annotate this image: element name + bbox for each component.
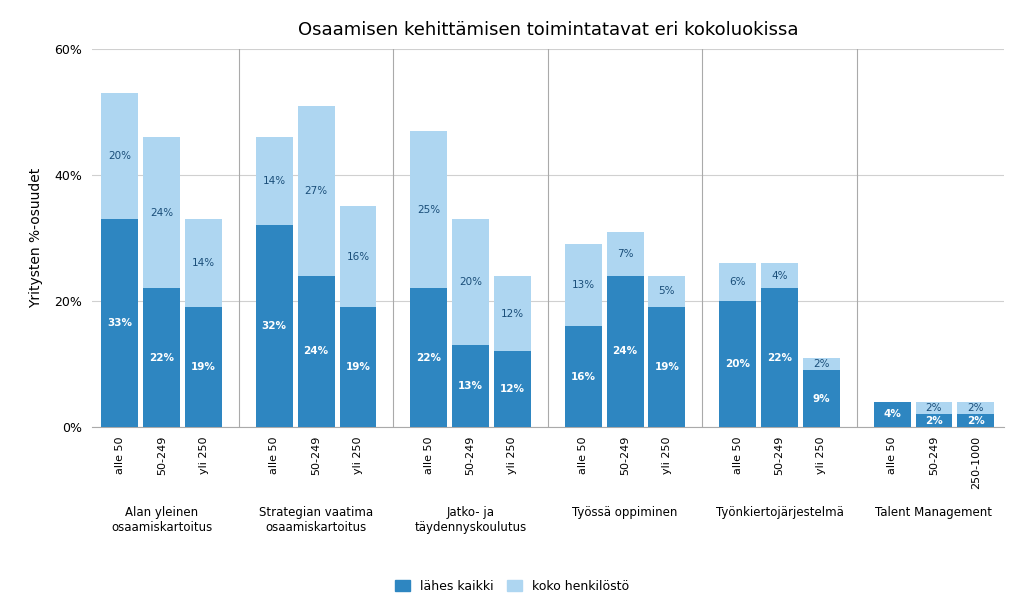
Text: Alan yleinen
osaamiskartoitus: Alan yleinen osaamiskartoitus	[111, 506, 212, 534]
Text: 19%: 19%	[191, 362, 216, 372]
Text: 24%: 24%	[151, 207, 173, 218]
Text: 20%: 20%	[459, 277, 482, 287]
Bar	[453, 219, 489, 345]
Text: 2%: 2%	[813, 359, 829, 369]
Bar	[761, 289, 798, 427]
Text: 32%: 32%	[262, 321, 287, 331]
Text: 14%: 14%	[191, 258, 215, 268]
Legend: lähes kaikki, koko henkilöstö: lähes kaikki, koko henkilöstö	[390, 575, 634, 598]
Bar	[606, 276, 643, 427]
Text: 2%: 2%	[925, 415, 943, 426]
Text: 24%: 24%	[303, 346, 329, 356]
Bar	[298, 276, 335, 427]
Bar	[143, 289, 180, 427]
Text: 19%: 19%	[345, 362, 371, 372]
Text: Työssä oppiminen: Työssä oppiminen	[572, 506, 678, 519]
Text: 13%: 13%	[571, 280, 595, 290]
Text: 14%: 14%	[263, 176, 286, 186]
Text: 19%: 19%	[654, 362, 679, 372]
Text: 4%: 4%	[771, 271, 787, 281]
Bar	[719, 263, 756, 301]
Bar	[957, 402, 994, 414]
Bar	[803, 357, 840, 370]
Bar	[256, 225, 293, 427]
Bar	[185, 307, 222, 427]
Bar	[185, 219, 222, 307]
Bar	[565, 326, 602, 427]
Text: 20%: 20%	[725, 359, 751, 369]
Text: Työnkiertojärjestelmä: Työnkiertojärjestelmä	[716, 506, 844, 519]
Bar	[453, 345, 489, 427]
Text: 22%: 22%	[150, 353, 174, 363]
Bar	[494, 276, 530, 351]
Text: 27%: 27%	[304, 185, 328, 196]
Bar	[873, 402, 910, 427]
Text: 2%: 2%	[968, 403, 984, 413]
Bar	[143, 137, 180, 289]
Text: 20%: 20%	[109, 151, 131, 161]
Text: 22%: 22%	[767, 353, 792, 363]
Text: Talent Management: Talent Management	[876, 506, 992, 519]
Bar	[719, 301, 756, 427]
Bar	[915, 414, 952, 427]
Bar	[101, 219, 138, 427]
Y-axis label: Yritysten %-osuudet: Yritysten %-osuudet	[30, 168, 43, 308]
Text: 13%: 13%	[458, 381, 483, 391]
Text: 7%: 7%	[616, 249, 633, 259]
Text: 2%: 2%	[926, 403, 942, 413]
Text: 16%: 16%	[346, 252, 370, 262]
Text: 24%: 24%	[612, 346, 638, 356]
Text: 16%: 16%	[570, 371, 596, 382]
Bar	[606, 232, 643, 276]
Text: 5%: 5%	[658, 287, 675, 296]
Bar	[915, 402, 952, 414]
Text: 22%: 22%	[417, 353, 441, 363]
Text: 12%: 12%	[501, 309, 524, 318]
Bar	[340, 307, 377, 427]
Bar	[256, 137, 293, 225]
Bar	[957, 414, 994, 427]
Text: 6%: 6%	[729, 277, 745, 287]
Text: 9%: 9%	[813, 393, 830, 404]
Bar	[340, 206, 377, 307]
Bar	[565, 244, 602, 326]
Bar	[761, 263, 798, 289]
Text: Jatko- ja
täydennyskoulutus: Jatko- ja täydennyskoulutus	[415, 506, 526, 534]
Bar	[648, 307, 685, 427]
Text: 12%: 12%	[500, 384, 525, 394]
Title: Osaamisen kehittämisen toimintatavat eri kokoluokissa: Osaamisen kehittämisen toimintatavat eri…	[298, 21, 798, 39]
Bar	[101, 93, 138, 219]
Text: Strategian vaatima
osaamiskartoitus: Strategian vaatima osaamiskartoitus	[259, 506, 373, 534]
Bar	[494, 351, 530, 427]
Bar	[298, 106, 335, 276]
Bar	[803, 370, 840, 427]
Text: 25%: 25%	[417, 204, 440, 215]
Bar	[411, 131, 447, 289]
Text: 2%: 2%	[967, 415, 985, 426]
Text: 4%: 4%	[884, 409, 901, 420]
Bar	[411, 289, 447, 427]
Text: 33%: 33%	[108, 318, 132, 328]
Bar	[648, 276, 685, 307]
